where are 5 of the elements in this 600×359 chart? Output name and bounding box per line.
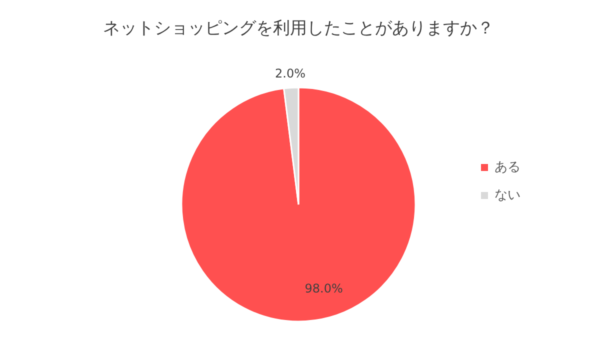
legend-label: ある	[494, 160, 520, 175]
data-label: 98.0%	[304, 282, 343, 296]
chart-title: ネットショッピングを利用したことがありますか？	[103, 18, 494, 38]
data-label: 2.0%	[275, 66, 306, 81]
legend-label: ない	[494, 188, 520, 203]
